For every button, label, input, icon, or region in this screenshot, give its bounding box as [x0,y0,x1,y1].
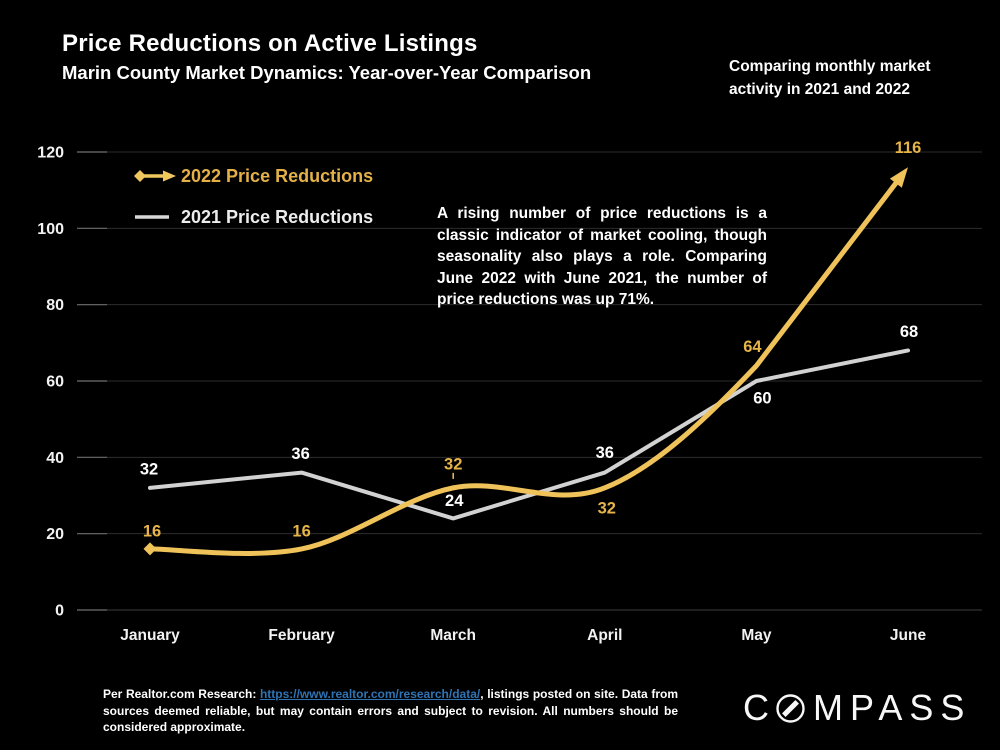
series-2021-line [148,348,910,521]
data-label: 60 [753,390,771,408]
top-right-note: Comparing monthly market activity in 202… [729,58,931,98]
footer-link[interactable]: https://www.realtor.com/research/data/ [259,687,481,701]
footer-suffix: , listings posted on site. Data from sou… [103,687,678,734]
page-title: Price Reductions on Active Listings [62,30,478,57]
data-label: 24 [445,492,464,510]
compass-slashed-o-icon [776,693,805,723]
data-label: 32 [140,460,158,478]
y-axis-label: 20 [46,526,64,543]
data-label: 16 [143,522,161,540]
y-axis-label: 100 [37,221,64,238]
diamond-arrow-icon [133,168,177,184]
logo-letter-c: C [743,687,776,728]
y-axis-label: 60 [46,374,64,391]
footer-prefix: Per Realtor.com Research: [103,687,260,701]
data-label: 16 [292,522,310,540]
y-axis-label: 120 [37,145,64,162]
line-icon [133,209,177,225]
series-2022-line [147,175,903,556]
legend-label-2021: 2021 Price Reductions [181,206,374,227]
annotation-text: A rising number of price reductions is a… [437,205,767,309]
x-axis-label: May [741,627,772,644]
data-label: 36 [596,444,614,462]
series-2022-start-marker [143,542,157,556]
legend-item-2022: 2022 Price Reductions [133,163,373,189]
compass-logo: C MPASS [743,686,971,730]
chart-legend: 2022 Price Reductions 2021 Price Reducti… [133,163,373,230]
x-axis-label: February [268,627,335,644]
x-axis-label: March [430,627,476,644]
y-axis-label: 40 [46,450,64,467]
data-label: 32 [444,455,462,473]
y-axis-label: 80 [46,297,64,314]
data-label: 64 [743,338,762,356]
legend-label-2022: 2022 Price Reductions [181,165,374,186]
data-label: 32 [598,499,616,517]
x-axis-label: June [890,627,927,644]
logo-letters-mpass: MPASS [813,687,972,728]
page-subtitle: Marin County Market Dynamics: Year-over-… [62,62,592,83]
x-axis-label: January [120,627,180,644]
footer-disclaimer: Per Realtor.com Research: https://www.re… [103,686,678,736]
series-2022-arrowhead [889,167,908,188]
data-label: 68 [900,323,918,341]
legend-item-2021: 2021 Price Reductions [133,204,373,230]
data-label: 116 [895,139,922,157]
data-label: 36 [291,445,309,463]
x-axis-label: April [587,627,622,644]
y-axis-label: 0 [55,603,64,620]
